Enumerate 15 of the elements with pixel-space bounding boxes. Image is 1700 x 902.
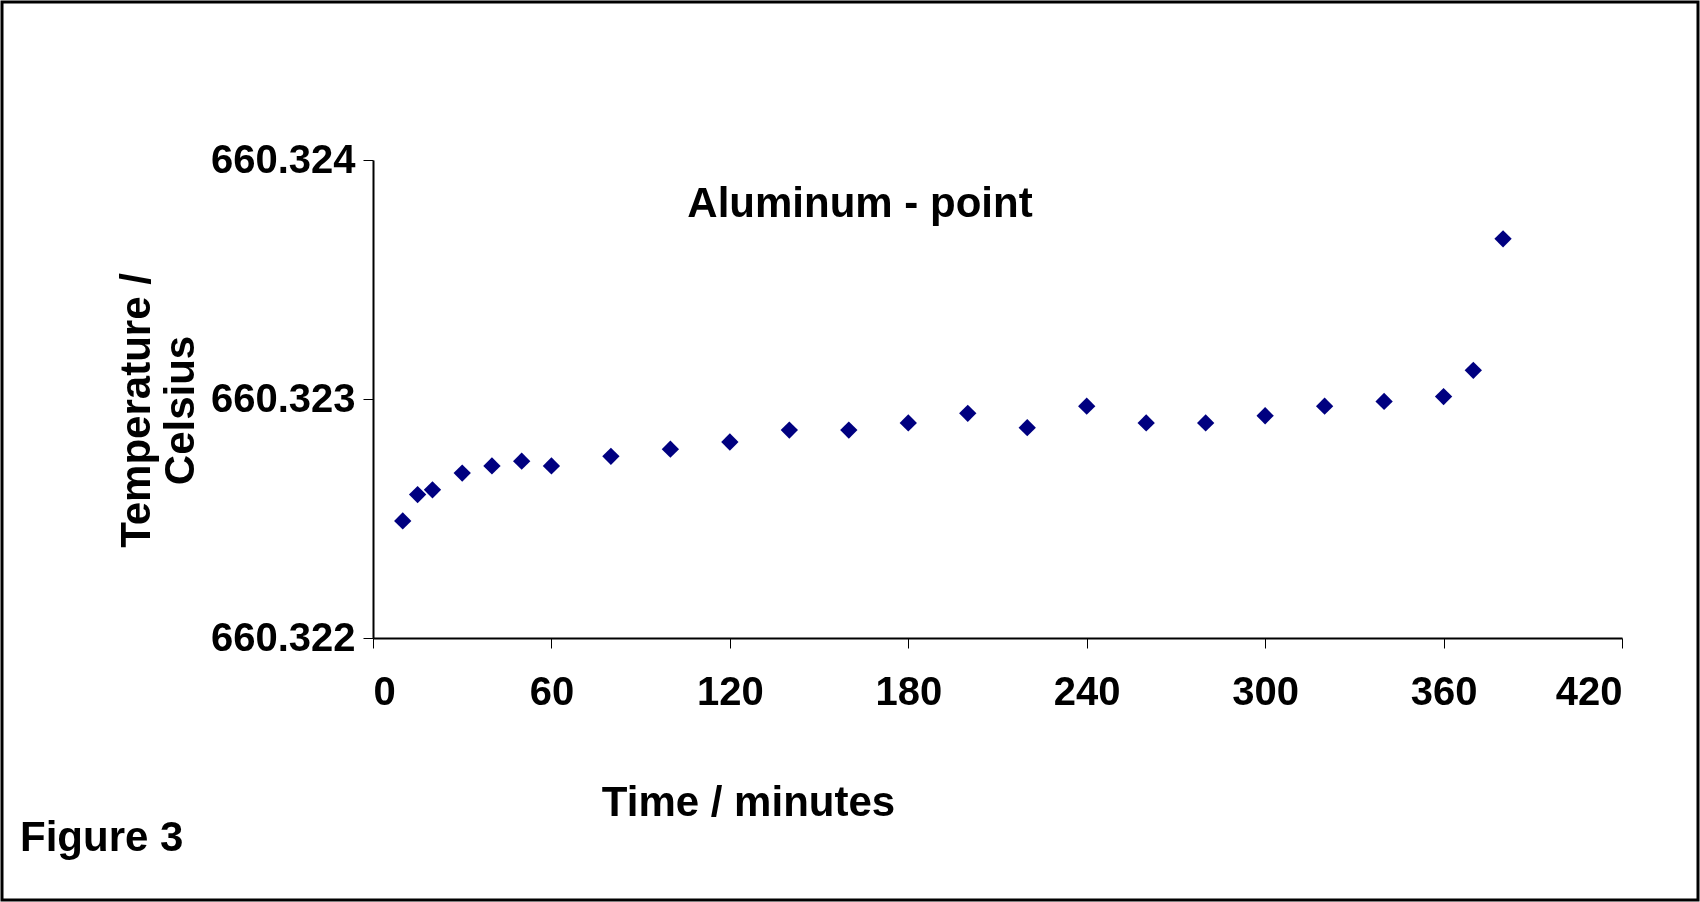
caption: Figure 3: [20, 813, 184, 860]
x-axis-title: Time / minutes: [601, 777, 896, 825]
y-tick-label: 660.323: [210, 375, 356, 420]
y-tick-label: 660.324: [210, 136, 357, 181]
x-tick-label: 300: [1232, 668, 1300, 713]
y-tick-label: 660.322: [210, 614, 356, 659]
x-tick-label: 120: [696, 668, 764, 713]
y-axis-title: Temperature / Celsius: [111, 272, 203, 548]
x-tick-label: 0: [373, 668, 396, 713]
x-tick-label: 60: [529, 668, 575, 713]
x-tick-label: 180: [875, 668, 943, 713]
chart-title: Aluminum - point: [687, 179, 1033, 226]
x-tick-label: 420: [1555, 668, 1623, 713]
x-tick-label: 360: [1410, 668, 1478, 713]
x-tick-label: 240: [1053, 668, 1121, 713]
